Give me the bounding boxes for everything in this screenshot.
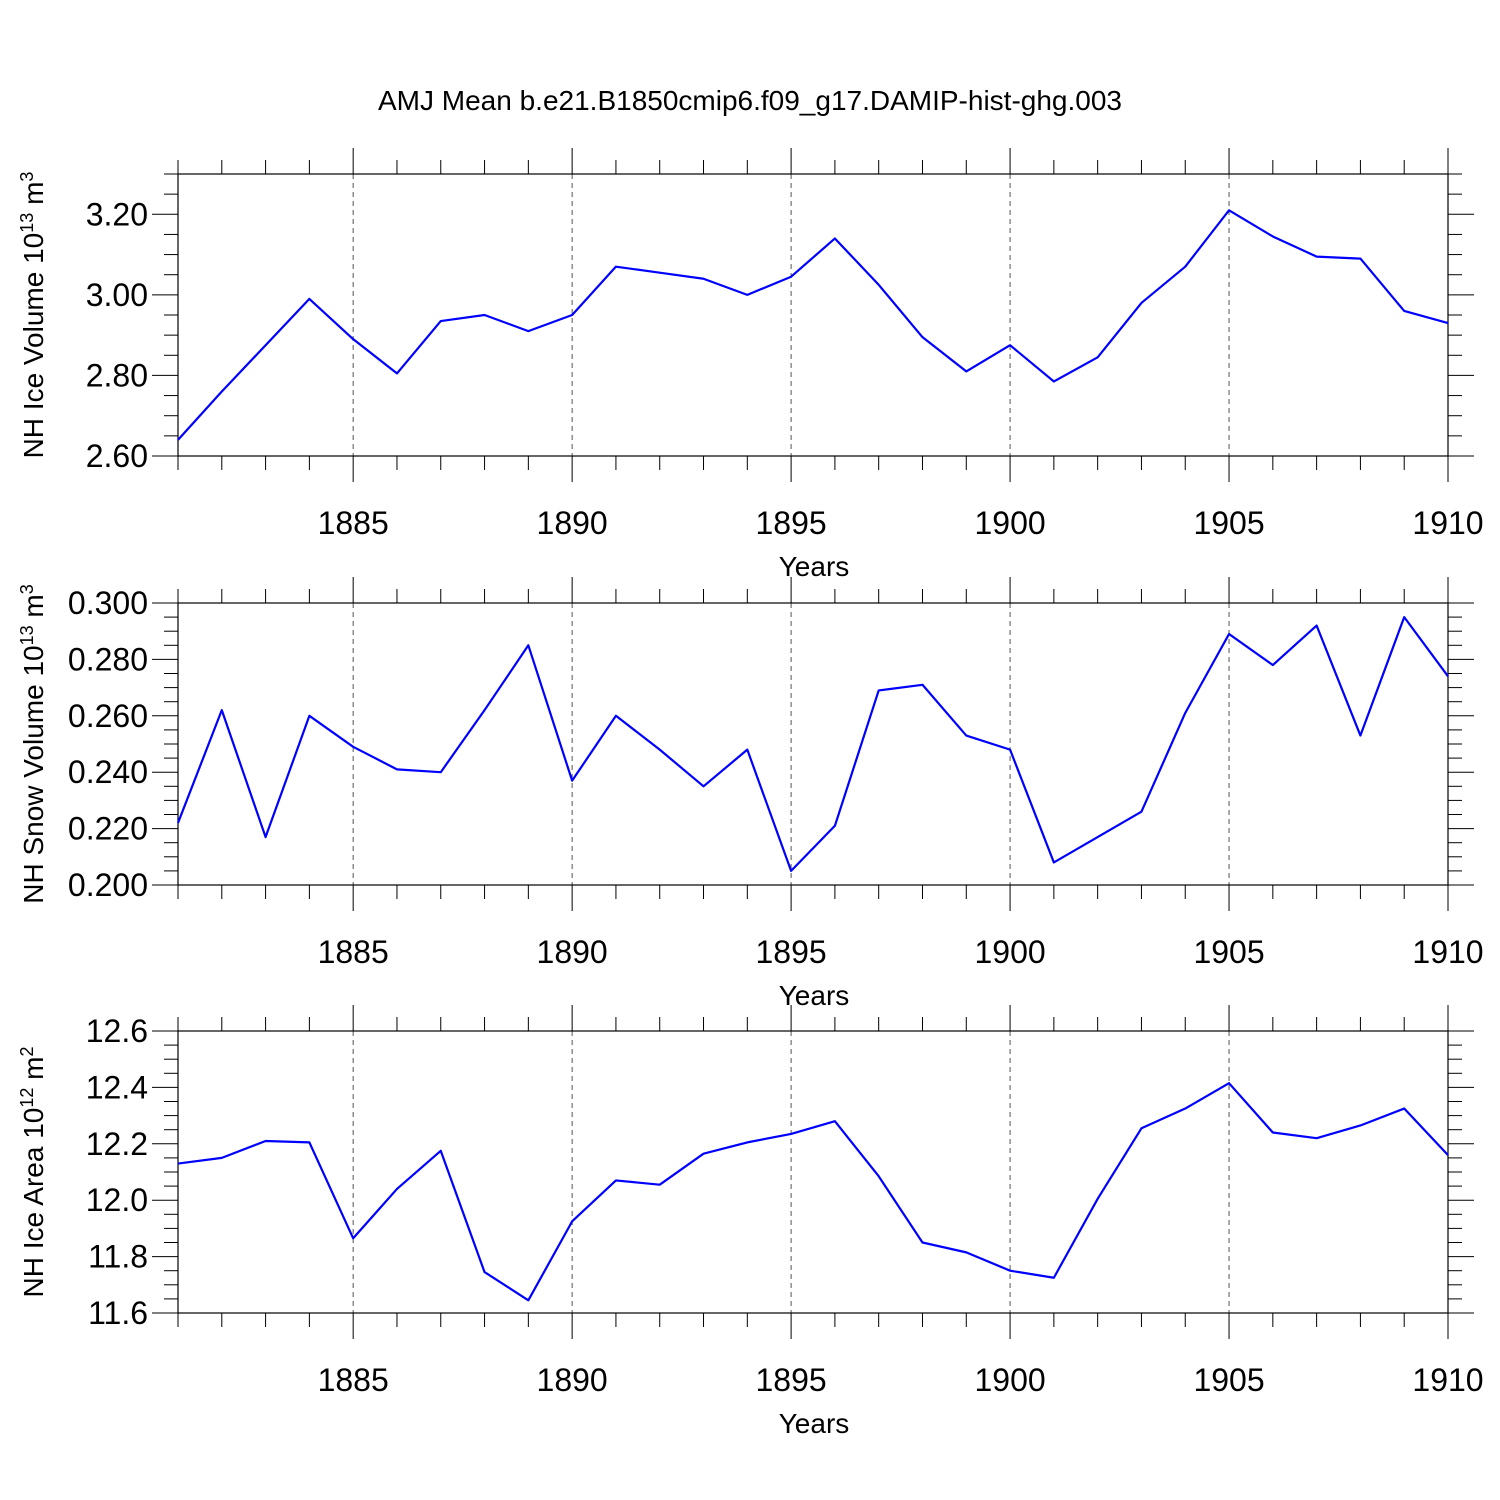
y-tick-label: 12.6 — [86, 1013, 148, 1049]
series-line-snow-volume — [176, 615, 1449, 873]
y-tick-label: 11.6 — [88, 1295, 148, 1331]
y-axis-label-ylabel-unit2: m — [18, 594, 49, 625]
x-tick-label: 1885 — [318, 934, 389, 970]
series-line-ice-area — [177, 1082, 1449, 1302]
y-tick-label: 12.4 — [86, 1069, 148, 1105]
y-tick-label: 0.280 — [68, 641, 148, 677]
y-axis-label-ylabel: NH Snow Volume — [18, 684, 49, 903]
x-tick-label: 1905 — [1193, 505, 1264, 541]
y-axis-label-space — [18, 264, 49, 272]
y-tick-label: 2.80 — [86, 357, 148, 393]
x-axis-label: Years — [779, 980, 850, 1011]
y-axis-label-space — [18, 1139, 49, 1147]
y-tick-label: 0.260 — [68, 698, 148, 734]
y-axis-label-ylabel-unit2: m — [18, 182, 49, 213]
y-axis-label-ylabel-unit2: m — [18, 1056, 49, 1087]
x-tick-label: 1905 — [1193, 934, 1264, 970]
panel-ice-area: 11.6 11.8 12.0 12.2 12.4 12.6 1885 1890 1895 1900… — [17, 1005, 1484, 1439]
x-axis-label: Years — [779, 1408, 850, 1439]
x-tick-label: 1895 — [756, 505, 827, 541]
y-tick-label: 11.8 — [88, 1239, 148, 1275]
y-axis-label-ylabel-exp2: 3 — [17, 172, 37, 182]
y-axis-label: NH Snow Volume 1013 m3 — [17, 584, 49, 904]
chart-title: AMJ Mean b.e21.B1850cmip6.f09_g17.DAMIP-… — [378, 85, 1122, 116]
x-tick-label: 1895 — [756, 934, 827, 970]
x-tick-label: 1905 — [1193, 1362, 1264, 1398]
x-tick-label: 1885 — [318, 1362, 389, 1398]
y-tick-label: 3.20 — [86, 196, 148, 232]
plot-frame — [177, 1030, 1449, 1314]
x-tick-label: 1890 — [537, 934, 608, 970]
plot-frame — [177, 602, 1449, 886]
x-axis-label: Years — [779, 551, 850, 582]
plot-frame — [177, 173, 1449, 457]
y-axis-label-ylabel-exp: 13 — [17, 625, 37, 645]
y-tick-label: 2.60 — [86, 438, 148, 474]
y-tick-label: 0.220 — [68, 811, 148, 847]
y-axis-label-ylabel-unit: 10 — [18, 233, 49, 264]
y-axis-label-ylabel-exp2: 2 — [17, 1046, 37, 1056]
y-tick-label: 0.240 — [68, 754, 148, 790]
y-axis-label-ylabel-exp: 13 — [17, 213, 37, 233]
y-axis-label-ylabel-exp: 12 — [17, 1088, 37, 1108]
x-tick-label: 1910 — [1412, 505, 1483, 541]
x-tick-label: 1900 — [974, 934, 1045, 970]
y-axis-label-ylabel-exp2: 3 — [17, 584, 37, 594]
y-axis-label-ylabel-unit: 10 — [18, 1108, 49, 1139]
y-tick-label: 3.00 — [86, 277, 148, 313]
x-tick-label: 1890 — [537, 1362, 608, 1398]
x-tick-label: 1895 — [756, 1362, 827, 1398]
y-axis-label-space — [18, 677, 49, 685]
x-tick-label: 1900 — [974, 505, 1045, 541]
x-tick-label: 1885 — [318, 505, 389, 541]
y-axis-label-ylabel: NH Ice Area — [18, 1146, 49, 1297]
panel-snow-volume: 0.200 0.220 0.240 0.260 0.280 0.300 1885 1890 18… — [17, 577, 1484, 1011]
y-tick-label: 0.200 — [68, 867, 148, 903]
y-axis-label: NH Ice Volume 1013 m3 — [17, 172, 49, 459]
y-tick-label: 0.300 — [68, 585, 148, 621]
y-tick-label: 12.2 — [86, 1126, 148, 1162]
y-axis-label: NH Ice Area 1012 m2 — [17, 1046, 49, 1297]
y-axis-label-ylabel: NH Ice Volume — [18, 272, 49, 459]
x-tick-label: 1890 — [537, 505, 608, 541]
x-tick-label: 1900 — [974, 1362, 1045, 1398]
panel-ice-volume: 2.60 2.80 3.00 3.20 1885 1890 1895 1900 1905 1910… — [17, 148, 1484, 582]
x-tick-label: 1910 — [1412, 934, 1483, 970]
y-tick-label: 12.0 — [86, 1182, 148, 1218]
series-line-ice-volume — [177, 209, 1449, 441]
x-tick-label: 1910 — [1412, 1362, 1483, 1398]
y-axis-label-ylabel-unit: 10 — [18, 645, 49, 676]
